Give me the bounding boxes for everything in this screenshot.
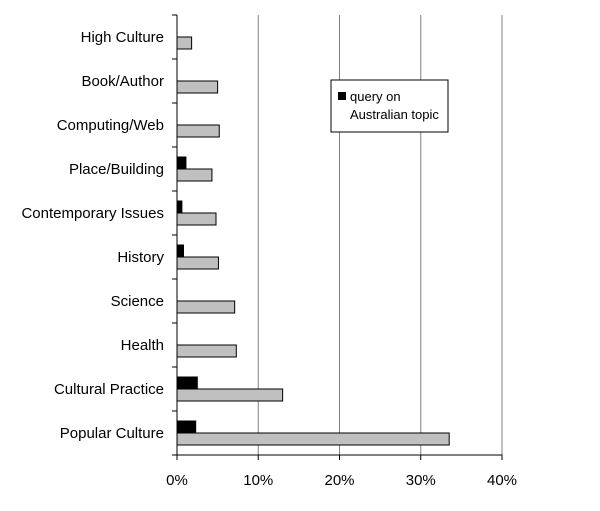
legend-label-line2: Australian topic [350,107,439,122]
category-label: Popular Culture [60,425,164,442]
bar-other [176,256,219,270]
category-label: High Culture [81,29,164,46]
x-tick-labels: 0% 10% 20% 30% 40% [166,472,517,489]
category-label: Computing/Web [57,117,164,134]
category-label: Cultural Practice [54,381,164,398]
category-labels: High Culture Book/Author Computing/Web Plac… [21,29,164,442]
legend: query on Australian topic [330,79,449,133]
bar-australian-topic [176,244,184,258]
bar-other [176,388,284,402]
legend-box [330,79,449,133]
category-label: Contemporary Issues [21,205,164,222]
bar-other [176,432,450,446]
bar-australian-topic [176,420,197,434]
axes [172,14,503,460]
bar-other [176,212,217,226]
x-tick-label: 20% [324,472,354,489]
x-tick-label: 0% [166,472,188,489]
category-label: History [117,249,164,266]
x-tick-label: 30% [406,472,436,489]
bar-other [176,300,236,314]
bar-other [176,36,193,50]
bar-other [176,124,220,138]
category-label: Place/Building [69,161,164,178]
x-tick-label: 10% [243,472,273,489]
category-label: Science [111,293,164,310]
bar-australian-topic [176,376,198,390]
bar-australian-topic [176,200,183,214]
bar-other [176,80,219,94]
category-label: Health [121,337,164,354]
category-label: Book/Author [81,73,164,90]
bar-australian-topic [176,156,187,170]
x-tick-label: 40% [487,472,517,489]
legend-swatch [338,92,346,100]
legend-label-line1: query on [350,89,401,104]
bar-other [176,168,213,182]
bar-other [176,344,237,358]
